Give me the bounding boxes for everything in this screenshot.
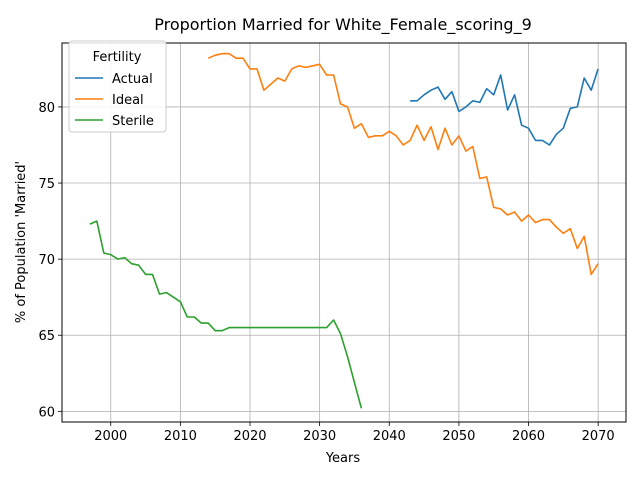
y-tick-label: 60 [38, 405, 55, 420]
x-tick-label: 2040 [373, 429, 406, 444]
y-tick-label: 80 [38, 101, 55, 116]
x-axis: 2000 2010 2020 2030 2040 2050 2060 2070 [94, 422, 615, 444]
y-tick-label: 75 [38, 177, 55, 192]
x-tick-label: 2060 [512, 429, 545, 444]
legend-label-sterile: Sterile [112, 114, 154, 129]
y-axis: 60 65 70 75 80 [38, 101, 62, 420]
legend-label-ideal: Ideal [112, 93, 144, 108]
legend: Fertility Actual Ideal Sterile [68, 40, 167, 133]
series-layer [89, 52, 599, 409]
x-axis-title: Years [325, 451, 361, 466]
chart-title: Proportion Married for White_Female_scor… [154, 15, 532, 35]
legend-title: Fertility [93, 50, 142, 65]
legend-items: Actual Ideal Sterile [75, 72, 154, 129]
y-tick-label: 65 [38, 329, 55, 344]
x-tick-label: 2020 [233, 429, 266, 444]
series-line-ideal [207, 52, 599, 276]
x-tick-label: 2070 [582, 429, 615, 444]
x-tick-label: 2030 [303, 429, 336, 444]
plot-frame [61, 42, 627, 423]
legend-box [68, 40, 167, 133]
series-line-sterile [89, 220, 363, 409]
series-line-actual [410, 68, 599, 146]
x-tick-label: 2050 [442, 429, 475, 444]
legend-label-actual: Actual [112, 72, 153, 87]
x-tick-label: 2000 [94, 429, 127, 444]
y-tick-label: 70 [38, 253, 55, 268]
x-tick-label: 2010 [164, 429, 197, 444]
y-axis-title: % of Population 'Married' [14, 161, 29, 323]
